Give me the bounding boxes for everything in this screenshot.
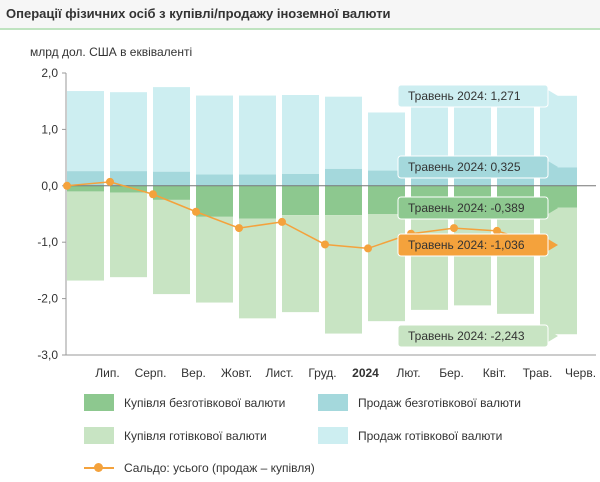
y-tick-label: 1,0 [41, 122, 58, 136]
bar-noncash-sale [239, 174, 276, 186]
callout-box [397, 233, 549, 257]
x-tick-label: Лист. [265, 366, 293, 380]
bar-cash-purchase [540, 207, 577, 335]
bar-noncash-purchase [196, 185, 233, 217]
callout-label: Травень 2024: 1,271 [408, 89, 521, 103]
x-tick-label: Трав. [523, 366, 553, 380]
x-tick-label: Бер. [439, 366, 464, 380]
y-tick-label: -2,0 [37, 292, 58, 306]
balance-point [149, 190, 157, 199]
x-tick-label: Лют. [396, 366, 420, 380]
y-tick-label: 2,0 [41, 66, 58, 80]
callout-pointer [548, 202, 558, 214]
bar-noncash-purchase [153, 185, 190, 200]
callout-label: Травень 2024: -2,243 [408, 329, 525, 343]
x-tick-label: Лип. [95, 366, 119, 380]
x-tick-label: Квіт. [483, 366, 507, 380]
balance-line [66, 181, 541, 250]
bar-cash-sale [540, 95, 577, 168]
bar-noncash-purchase [110, 185, 147, 193]
callout-box [397, 84, 549, 108]
bar-noncash-purchase [239, 185, 276, 219]
bar-noncash-purchase [540, 185, 577, 208]
callout-pointer [548, 330, 558, 342]
bar-cash-sale [67, 91, 104, 172]
bar-noncash-sale [325, 168, 362, 186]
y-tick-label: -3,0 [37, 348, 58, 362]
bar-noncash-purchase [325, 185, 362, 216]
bar-noncash-purchase [67, 185, 104, 192]
bar-cash-sale [110, 92, 147, 172]
bar-noncash-purchase [282, 185, 319, 216]
bar-cash-sale [196, 95, 233, 175]
bar-cash-purchase [239, 218, 276, 319]
bar-cash-sale [239, 95, 276, 175]
bar-cash-purchase [411, 208, 448, 310]
y-axis-label: млрд дол. США в еквіваленті [30, 45, 192, 59]
callout-pointer [548, 239, 558, 251]
bar-noncash-sale [368, 170, 405, 186]
callout-box [397, 155, 549, 179]
x-tick-label: Груд. [308, 366, 336, 380]
bar-cash-purchase [282, 215, 319, 313]
balance-point [493, 226, 501, 235]
bar-noncash-sale [110, 171, 147, 186]
bar-cash-purchase [368, 214, 405, 322]
balance-point [192, 207, 200, 216]
x-tick-label: 2024 [352, 366, 379, 380]
bar-cash-purchase [110, 192, 147, 278]
balance-point [235, 224, 243, 233]
bar-cash-purchase [153, 199, 190, 295]
callout-label: Травень 2024: 0,325 [408, 160, 521, 174]
bar-noncash-sale [282, 173, 319, 186]
balance-point [321, 240, 329, 249]
balance-point [63, 181, 71, 190]
bar-cash-purchase [497, 203, 534, 314]
x-tick-label: Вер. [181, 366, 206, 380]
callout-box [397, 196, 549, 220]
chart-title: Операції фізичних осіб з купівлі/продажу… [6, 6, 391, 21]
y-tick-label: 0,0 [41, 179, 58, 193]
balance-point [106, 177, 114, 186]
chart-header: Операції фізичних осіб з купівлі/продажу… [0, 0, 600, 30]
y-tick-label: -1,0 [37, 235, 58, 249]
callout-box [397, 324, 549, 348]
bar-noncash-sale [153, 171, 190, 186]
bar-cash-purchase [67, 191, 104, 281]
x-tick-label: Серп. [135, 366, 167, 380]
bar-noncash-sale [196, 174, 233, 186]
bar-noncash-sale [67, 171, 104, 186]
balance-point [364, 244, 372, 253]
x-tick-label: Черв. [565, 366, 596, 380]
bar-cash-purchase [325, 215, 362, 334]
callout-label: Травень 2024: -1,036 [408, 238, 525, 252]
bar-cash-sale [153, 87, 190, 172]
callout-pointer [548, 161, 558, 173]
bar-cash-sale [282, 94, 319, 174]
balance-point [450, 224, 458, 233]
callout-label: Травень 2024: -0,389 [408, 201, 525, 215]
balance-point [278, 217, 286, 226]
callout-pointer [548, 90, 558, 102]
bar-cash-purchase [196, 216, 233, 303]
bar-cash-sale [325, 96, 362, 169]
x-tick-label: Жовт. [221, 366, 252, 380]
